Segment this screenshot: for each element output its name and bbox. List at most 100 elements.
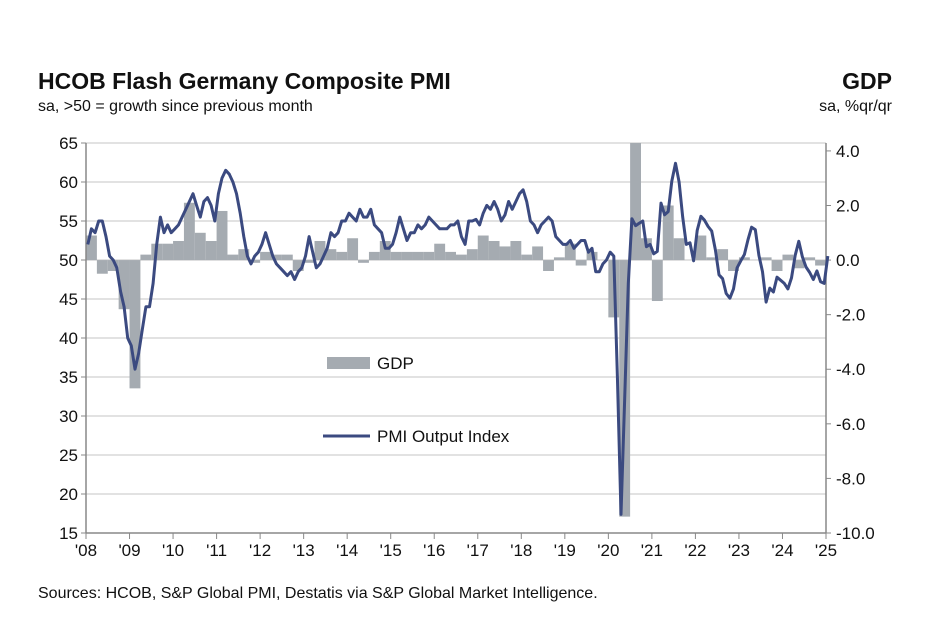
- right-tick-label: 2.0: [836, 196, 860, 215]
- x-tick-label: '22: [684, 541, 706, 560]
- right-tick-label: -2.0: [836, 306, 865, 325]
- gdp-bar: [728, 260, 739, 271]
- left-tick-label: 55: [59, 212, 78, 231]
- x-tick-label: '18: [510, 541, 532, 560]
- x-tick-label: '19: [554, 541, 576, 560]
- gdp-bar: [379, 240, 391, 261]
- gdp-bar: [227, 254, 239, 261]
- gdp-bar: [412, 251, 424, 261]
- gdp-bar: [804, 257, 816, 261]
- x-tick-label: '12: [249, 541, 271, 560]
- x-tick-label: '16: [423, 541, 445, 560]
- gdp-bar: [347, 238, 359, 261]
- gdp-bar: [673, 238, 685, 261]
- gdp-bar: [695, 235, 707, 261]
- left-tick-label: 65: [59, 134, 78, 153]
- chart-title: HCOB Flash Germany Composite PMI: [38, 68, 451, 94]
- gdp-bar: [118, 260, 130, 310]
- x-tick-label: '09: [118, 541, 140, 560]
- left-tick-label: 25: [59, 446, 78, 465]
- gdp-bar: [238, 249, 250, 261]
- gdp-bar: [401, 251, 413, 261]
- right-tick-label: -8.0: [836, 469, 865, 488]
- gdp-bar: [662, 205, 674, 261]
- gdp-bar: [543, 260, 554, 271]
- x-tick-label: '15: [380, 541, 402, 560]
- gdp-bar: [553, 257, 565, 261]
- gdp-bar: [173, 240, 184, 261]
- right-tick-label: -4.0: [836, 360, 865, 379]
- x-tick-label: '24: [771, 541, 793, 560]
- right-tick-label: -10.0: [836, 524, 875, 543]
- left-tick-label: 60: [59, 173, 78, 192]
- gdp-bar: [793, 260, 805, 269]
- gdp-bar: [358, 260, 369, 263]
- gdp-bar: [706, 257, 718, 261]
- gdp-bar: [162, 243, 174, 261]
- gdp-bar: [107, 260, 119, 271]
- gdp-bar: [336, 251, 348, 261]
- gdp-bar: [651, 260, 663, 302]
- left-tick-label: 40: [59, 329, 78, 348]
- gdp-bar: [782, 254, 794, 261]
- right-tick-label: -6.0: [836, 415, 865, 434]
- gdp-bar: [445, 251, 456, 261]
- gdp-bar: [260, 251, 271, 261]
- gdp-bar: [303, 260, 315, 263]
- gdp-bar: [249, 260, 261, 263]
- gdp-bar: [205, 240, 217, 261]
- x-tick-label: '25: [815, 541, 837, 560]
- legend-gdp-label: GDP: [377, 354, 414, 373]
- gdp-bar: [194, 232, 206, 261]
- x-tick-label: '13: [293, 541, 315, 560]
- source-note: Sources: HCOB, S&P Global PMI, Destatis …: [38, 585, 598, 602]
- left-tick-label: 45: [59, 290, 78, 309]
- x-tick-label: '21: [641, 541, 663, 560]
- gdp-bar: [325, 249, 337, 261]
- gdp-bar: [477, 235, 489, 261]
- right-tick-label: 4.0: [836, 142, 860, 161]
- pmi-line: [86, 161, 830, 516]
- right-axis-subtitle: sa, %qr/qr: [819, 98, 892, 115]
- gdp-bar: [423, 251, 435, 261]
- gdp-bar: [815, 260, 826, 266]
- gdp-bar: [564, 243, 576, 261]
- gdp-bar: [521, 254, 533, 261]
- gdp-bar: [456, 254, 467, 261]
- left-tick-label: 30: [59, 407, 78, 426]
- gdp-bar: [434, 243, 446, 261]
- left-tick-label: 35: [59, 368, 78, 387]
- gdp-bar: [738, 257, 750, 261]
- x-tick-label: '08: [75, 541, 97, 560]
- gdp-bar: [183, 202, 195, 261]
- gdp-bar: [532, 246, 544, 261]
- left-tick-label: 50: [59, 251, 78, 270]
- gdp-bar: [771, 260, 783, 271]
- left-tick-label: 15: [59, 524, 78, 543]
- gdp-bar: [129, 260, 141, 389]
- x-tick-label: '11: [206, 541, 227, 560]
- x-tick-label: '20: [597, 541, 619, 560]
- x-tick-label: '14: [336, 541, 358, 560]
- gdp-bar: [86, 235, 97, 261]
- gdp-bar: [488, 240, 500, 261]
- gdp-bar: [292, 260, 304, 271]
- gdp-bar: [281, 254, 293, 261]
- gdp-bar: [314, 240, 326, 261]
- gdp-bar: [499, 246, 511, 261]
- left-tick-label: 20: [59, 485, 78, 504]
- x-tick-label: '23: [728, 541, 750, 560]
- chart-subtitle: sa, >50 = growth since previous month: [38, 98, 313, 115]
- right-axis-title: GDP: [842, 68, 892, 94]
- legend-pmi-label: PMI Output Index: [377, 427, 510, 446]
- x-tick-label: '10: [162, 541, 184, 560]
- gdp-bar: [466, 249, 478, 261]
- gdp-bar: [760, 257, 772, 261]
- gdp-bar: [140, 254, 152, 261]
- x-tick-label: '17: [467, 541, 489, 560]
- gdp-bar: [368, 251, 380, 261]
- gdp-bar: [390, 251, 402, 261]
- gdp-bar: [717, 249, 729, 261]
